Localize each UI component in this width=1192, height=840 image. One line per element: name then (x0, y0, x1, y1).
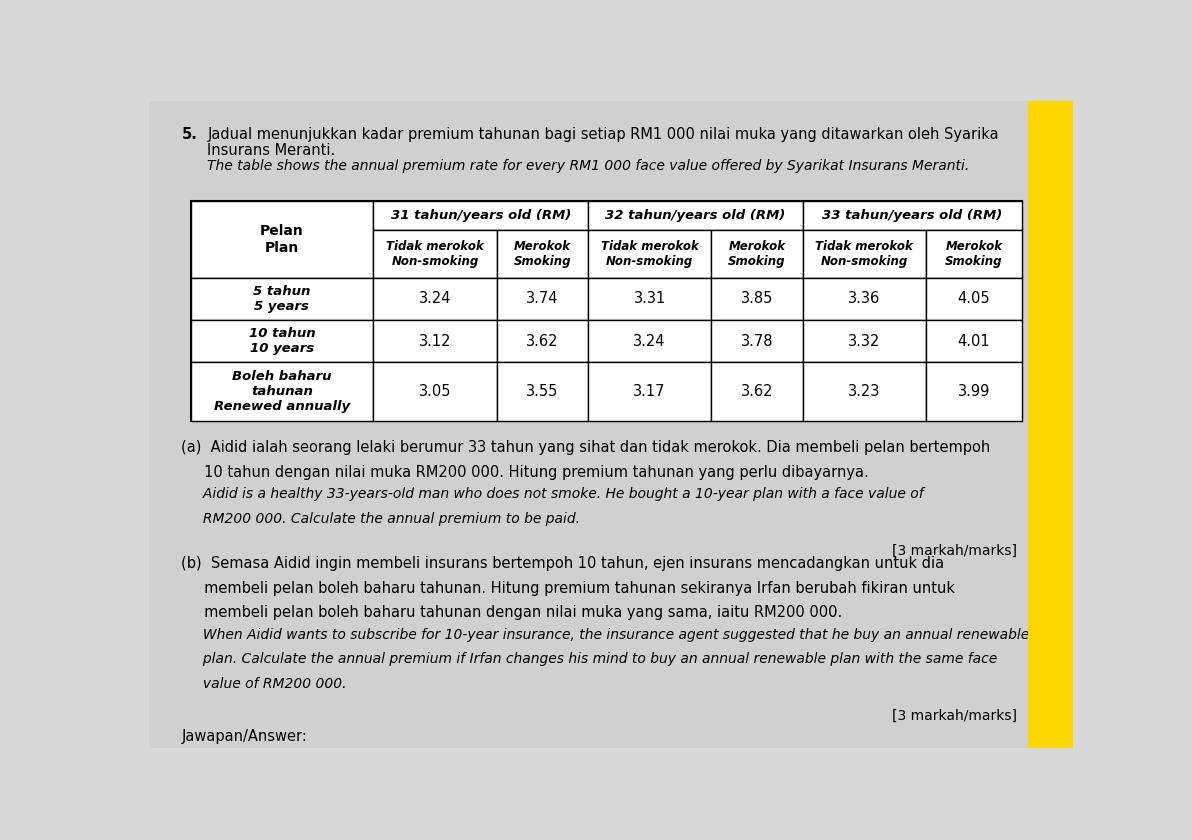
Text: 3.17: 3.17 (633, 384, 666, 399)
Bar (191, 362, 373, 421)
Text: membeli pelan boleh baharu tahunan dengan nilai muka yang sama, iaitu RM200 000.: membeli pelan boleh baharu tahunan denga… (181, 606, 843, 621)
Text: 3.62: 3.62 (526, 333, 559, 349)
Text: When Aidid wants to subscribe for 10-year insurance, the insurance agent suggest: When Aidid wants to subscribe for 10-yea… (181, 627, 1030, 642)
Bar (191, 201, 373, 278)
Bar (926, 362, 1022, 421)
Bar (191, 278, 373, 320)
Bar (1029, 101, 1073, 748)
Text: 10 tahun
10 years: 10 tahun 10 years (249, 327, 315, 355)
Bar (588, 320, 712, 362)
Text: 3.74: 3.74 (526, 291, 559, 307)
Text: Tidak merokok
Non-smoking: Tidak merokok Non-smoking (601, 240, 699, 268)
Bar (926, 320, 1022, 362)
Bar (712, 320, 802, 362)
Bar (588, 230, 712, 278)
Text: 3.24: 3.24 (418, 291, 452, 307)
Text: Aidid is a healthy 33-years-old man who does not smoke. He bought a 10-year plan: Aidid is a healthy 33-years-old man who … (181, 487, 924, 501)
Text: The table shows the annual premium rate for every RM1 000 face value offered by : The table shows the annual premium rate … (207, 159, 969, 173)
Bar (191, 320, 373, 362)
Text: 3.36: 3.36 (849, 291, 881, 307)
Bar (373, 362, 497, 421)
Text: Jadual menunjukkan kadar premium tahunan bagi setiap RM1 000 nilai muka yang dit: Jadual menunjukkan kadar premium tahunan… (207, 127, 999, 142)
Text: 10 tahun dengan nilai muka RM200 000. Hitung premium tahunan yang perlu dibayarn: 10 tahun dengan nilai muka RM200 000. Hi… (181, 465, 869, 480)
Text: Tidak merokok
Non-smoking: Tidak merokok Non-smoking (386, 240, 484, 268)
Text: 32 tahun/years old (RM): 32 tahun/years old (RM) (606, 209, 786, 223)
Text: Merokok
Smoking: Merokok Smoking (728, 240, 786, 268)
Text: Boleh baharu
tahunan
Renewed annually: Boleh baharu tahunan Renewed annually (213, 370, 350, 413)
Bar (497, 320, 588, 362)
Text: 4.01: 4.01 (957, 333, 991, 349)
Text: 3.85: 3.85 (741, 291, 774, 307)
Bar (373, 201, 588, 230)
Text: [3 markah/marks]: [3 markah/marks] (893, 544, 1017, 558)
Bar (926, 230, 1022, 278)
Bar (588, 362, 712, 421)
Text: RM200 000. Calculate the annual premium to be paid.: RM200 000. Calculate the annual premium … (181, 512, 581, 526)
Bar (497, 278, 588, 320)
Text: 33 tahun/years old (RM): 33 tahun/years old (RM) (822, 209, 1002, 223)
Bar (802, 230, 926, 278)
Text: 3.99: 3.99 (958, 384, 991, 399)
Text: 5.: 5. (181, 127, 197, 142)
Bar (802, 362, 926, 421)
Text: 3.05: 3.05 (418, 384, 452, 399)
Text: plan. Calculate the annual premium if Irfan changes his mind to buy an annual re: plan. Calculate the annual premium if Ir… (181, 652, 998, 666)
Bar (373, 230, 497, 278)
Bar (497, 230, 588, 278)
Text: Merokok
Smoking: Merokok Smoking (514, 240, 571, 268)
Text: 3.55: 3.55 (526, 384, 559, 399)
Text: value of RM200 000.: value of RM200 000. (181, 677, 347, 690)
Text: Merokok
Smoking: Merokok Smoking (945, 240, 1002, 268)
Text: 3.62: 3.62 (740, 384, 774, 399)
Bar (588, 278, 712, 320)
Text: Insurans Meranti.: Insurans Meranti. (207, 143, 335, 158)
Bar (802, 320, 926, 362)
Text: [3 markah/marks]: [3 markah/marks] (893, 709, 1017, 723)
Text: membeli pelan boleh baharu tahunan. Hitung premium tahunan sekiranya Irfan berub: membeli pelan boleh baharu tahunan. Hitu… (181, 580, 955, 596)
Text: Pelan
Plan: Pelan Plan (260, 224, 304, 255)
Bar (802, 201, 1022, 230)
Text: 3.23: 3.23 (849, 384, 881, 399)
Text: 4.05: 4.05 (957, 291, 991, 307)
Text: Tidak merokok
Non-smoking: Tidak merokok Non-smoking (815, 240, 913, 268)
Bar (712, 362, 802, 421)
Bar (497, 362, 588, 421)
Bar (191, 201, 1022, 421)
Bar (373, 278, 497, 320)
Text: 5 tahun
5 years: 5 tahun 5 years (253, 285, 311, 312)
Bar (926, 278, 1022, 320)
Bar (373, 320, 497, 362)
Text: (a)  Aidid ialah seorang lelaki berumur 33 tahun yang sihat dan tidak merokok. D: (a) Aidid ialah seorang lelaki berumur 3… (181, 440, 991, 455)
Text: Jawapan/Answer:: Jawapan/Answer: (181, 729, 308, 743)
Text: 3.32: 3.32 (849, 333, 881, 349)
Text: 3.12: 3.12 (418, 333, 452, 349)
Text: (b)  Semasa Aidid ingin membeli insurans bertempoh 10 tahun, ejen insurans menca: (b) Semasa Aidid ingin membeli insurans … (181, 556, 944, 571)
Bar (712, 278, 802, 320)
Bar (802, 278, 926, 320)
Text: 31 tahun/years old (RM): 31 tahun/years old (RM) (391, 209, 571, 223)
Text: 3.31: 3.31 (634, 291, 666, 307)
Text: 3.24: 3.24 (633, 333, 666, 349)
Text: 3.78: 3.78 (740, 333, 774, 349)
Bar (712, 230, 802, 278)
Bar (588, 201, 802, 230)
